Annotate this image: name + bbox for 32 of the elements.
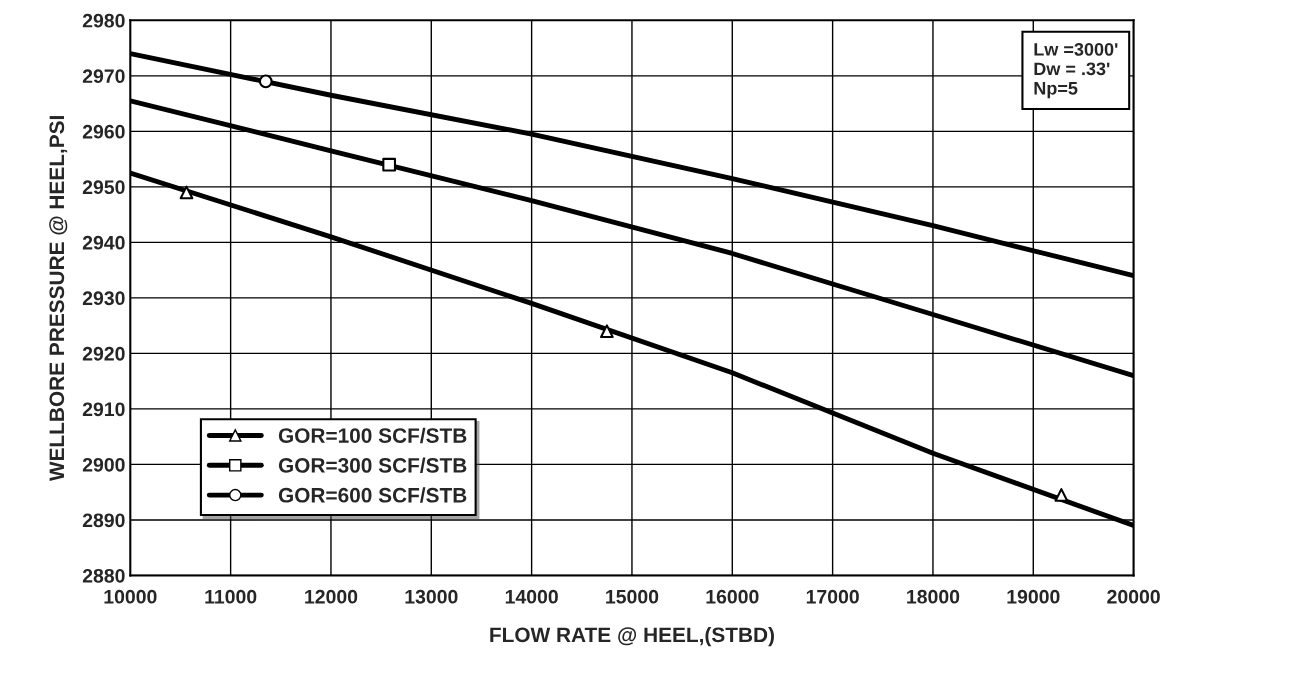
y-tick-label: 2930 — [82, 291, 125, 306]
y-tick-label: 2980 — [82, 13, 125, 28]
x-tick-label: 13000 — [405, 589, 458, 604]
legend-label: GOR=100 SCF/STB — [278, 427, 467, 444]
y-axis-title: WELLBORE PRESSURE @ HEEL,PSI — [49, 116, 68, 482]
x-axis-title: FLOW RATE @ HEEL,(STBD) — [490, 626, 774, 647]
x-tick-label: 11000 — [205, 589, 257, 604]
point — [258, 74, 273, 89]
point — [179, 185, 194, 200]
y-tick-label: 2950 — [82, 180, 125, 195]
annotation: Lw =3000' Dw = .33' Np=5 — [1034, 42, 1118, 99]
y-tick-label: 2970 — [82, 69, 125, 84]
y-tick-label: 2960 — [82, 124, 125, 139]
y-tick-label: 2920 — [82, 346, 125, 361]
x-tick-label: 16000 — [706, 589, 759, 604]
x-tick-label: 18000 — [907, 589, 960, 604]
x-tick-label: 14000 — [505, 589, 558, 604]
y-tick-label: 2940 — [82, 235, 125, 250]
y-tick-label: 2880 — [82, 568, 125, 583]
y-tick-label: 2910 — [82, 402, 125, 417]
point — [1054, 488, 1069, 502]
y-tick-label: 2890 — [82, 513, 125, 528]
legend-label: GOR=300 SCF/STB — [278, 457, 467, 473]
legend-label: GOR=600 SCF/STB — [278, 487, 467, 503]
y-tick-label: 2900 — [82, 457, 125, 472]
x-tick-label: 20000 — [1107, 589, 1160, 604]
x-tick-label: 17000 — [806, 589, 859, 604]
point — [382, 157, 396, 172]
x-tick-label: 15000 — [606, 589, 659, 604]
x-tick-label: 19000 — [1007, 589, 1060, 604]
x-tick-label: 10000 — [104, 589, 157, 604]
x-tick-label: 12000 — [305, 589, 358, 604]
